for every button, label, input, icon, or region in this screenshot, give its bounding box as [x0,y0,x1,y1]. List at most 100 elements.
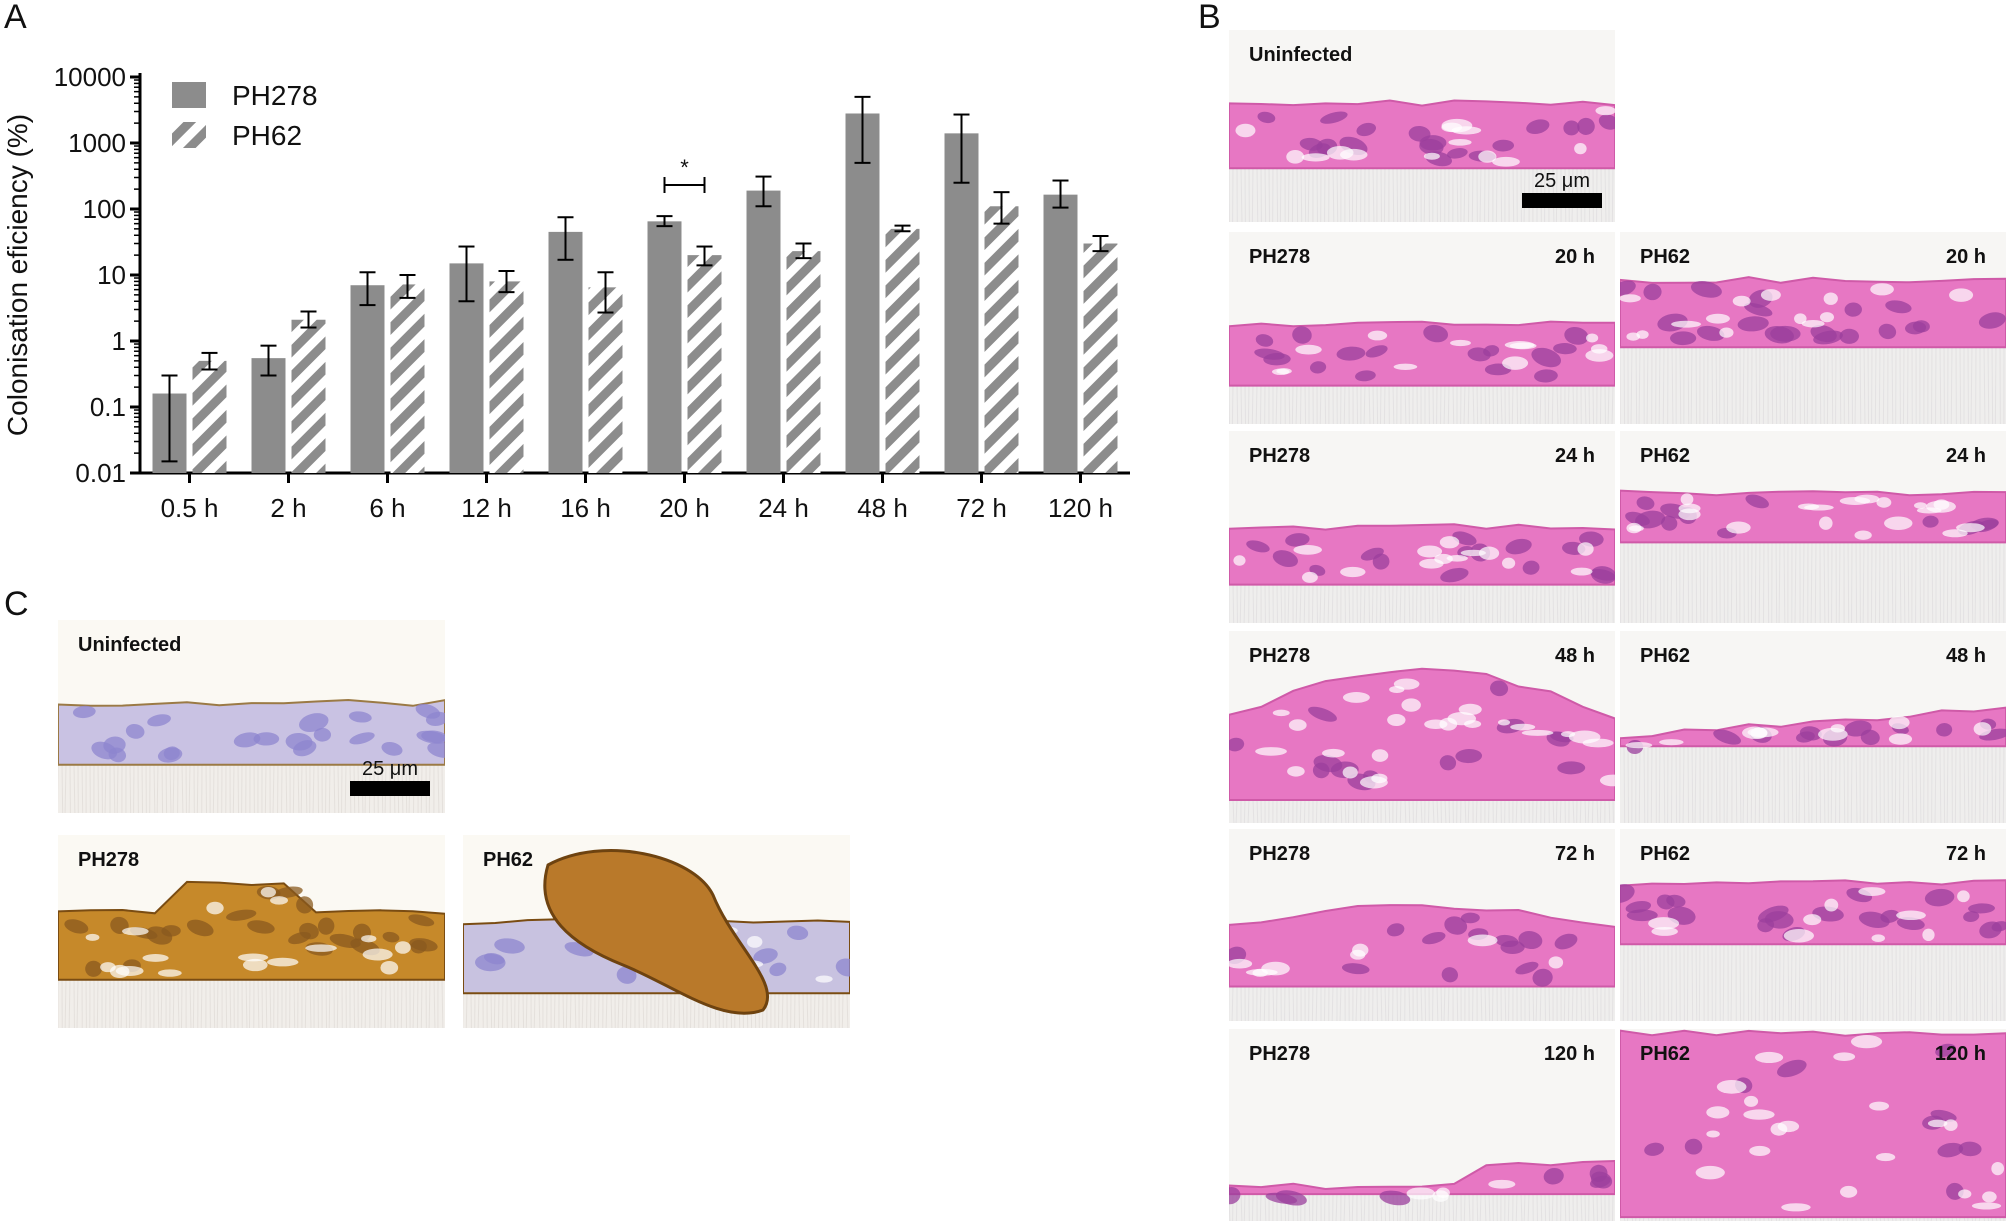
histology-tile-b: PH62 72 h [1620,829,2006,1021]
tile-label-strain: PH278 [1249,1043,1311,1065]
tile-label-strain: Uninfected [78,634,182,656]
x-tick-label: 0.5 h [161,493,219,523]
tile-label-strain: PH278 [1249,445,1311,467]
tile-label-time: 72 h [1945,843,1986,865]
scale-bar-c: 25 μm [350,758,430,796]
tile-label-strain: PH278 [1249,843,1311,865]
tile-label-time: 120 h [1543,1043,1595,1065]
tile-label-strain: PH278 [1249,645,1311,667]
bar-ph62 [885,228,920,473]
tile-label-time: 24 h [1554,445,1595,467]
bar-ph278 [548,231,583,473]
x-tick-label: 16 h [560,493,611,523]
tile-label-strain: PH62 [1640,246,1691,268]
x-tick-label: 6 h [369,493,405,523]
y-axis-label: Colonisation eficiency (%) [2,114,33,436]
bar-ph62 [291,319,326,473]
panel-b-letter: B [1198,0,1221,36]
x-tick-label: 2 h [270,493,306,523]
histology-tile-c: PH278 [58,835,445,1028]
x-tick-label: 20 h [659,493,710,523]
x-tick-label: 72 h [956,493,1007,523]
tile-label-strain: PH62 [1640,445,1691,467]
histology-tile-b: PH278 20 h [1229,232,1615,424]
histology-tile-c: PH62 [463,835,850,1028]
tissue-image [1620,232,2006,424]
bar-ph62 [786,251,821,473]
legend-label-ph62: PH62 [232,120,302,151]
tile-label-time: 20 h [1554,246,1595,268]
scale-bar-line [1522,193,1602,208]
y-tick-label: 0.01 [75,458,126,488]
tissue-image [1620,631,2006,823]
y-tick-label: 10000 [54,62,126,92]
significance-star: * [680,155,689,180]
bar-ph278 [746,190,781,473]
histology-tile-b: PH278 72 h [1229,829,1615,1021]
legend-swatch-ph278 [172,82,206,108]
histology-tile-b: Uninfected [1229,30,1615,222]
y-tick-label: 100 [83,194,126,224]
histology-tile-c: Uninfected [58,620,445,813]
tissue-image [1620,431,2006,623]
tile-label-time: 24 h [1945,445,1986,467]
x-tick-label: 24 h [758,493,809,523]
y-tick-label: 10 [97,260,126,290]
tissue-image [1229,631,1615,823]
y-tick-label: 1000 [68,128,126,158]
tissue-image [1229,431,1615,623]
tissue-image [1229,232,1615,424]
tissue-image [1229,829,1615,1021]
tile-label-time: 48 h [1554,645,1595,667]
bar-ph62 [1083,243,1118,473]
tissue-image [1620,1029,2006,1221]
bar-ph62 [984,206,1019,474]
scale-bar-b: 25 μm [1522,170,1602,208]
histology-tile-b: PH278 24 h [1229,431,1615,623]
tissue-image [1620,829,2006,1021]
stained-fungal-mass [543,849,770,1015]
bar-ph278 [1043,194,1078,473]
tile-label-time: 20 h [1945,246,1986,268]
x-tick-label: 48 h [857,493,908,523]
x-tick-label: 120 h [1048,493,1113,523]
histology-tile-b: PH62 24 h [1620,431,2006,623]
scale-bar-label: 25 μm [1534,170,1590,192]
y-tick-label: 0.1 [90,392,126,422]
tissue-image [58,835,445,1028]
tile-label-time: 72 h [1554,843,1595,865]
tissue-image [1229,1029,1615,1221]
scale-bar-label: 25 μm [362,758,418,780]
bar-ph278 [647,221,682,473]
bar-ph62 [687,255,722,473]
histology-tile-b: PH62 48 h [1620,631,2006,823]
histology-tile-b: PH278 48 h [1229,631,1615,823]
tile-label-time: 120 h [1934,1043,1986,1065]
tile-label-strain: PH62 [483,849,534,871]
tissue-image [58,620,445,813]
bar-ph278 [944,133,979,474]
tile-label-strain: PH62 [1640,843,1691,865]
y-tick-label: 1 [112,326,126,356]
tile-label-strain: PH278 [78,849,140,871]
tile-label-strain: PH278 [1249,246,1311,268]
legend-swatch-ph62 [172,122,206,148]
bar-ph278 [845,113,880,473]
bar-ph278 [251,358,286,473]
legend-label-ph278: PH278 [232,80,318,111]
scale-bar-line [350,781,430,796]
histology-tile-b: PH62 20 h [1620,232,2006,424]
histology-tile-b: PH62 120 h [1620,1029,2006,1221]
panel-c-letter: C [4,585,29,623]
bar-ph278 [350,285,385,473]
colonisation-bar-chart: 0.01 0.1 1 10 100 1000 10000 Colonisation efici… [2,62,1130,523]
bar-ph62 [588,287,623,473]
tile-label-time: 48 h [1945,645,1986,667]
tile-label-strain: PH62 [1640,645,1691,667]
x-tick-label: 12 h [461,493,512,523]
panel-a-letter: A [4,0,27,36]
bar-ph62 [390,284,425,473]
bar-ph62 [192,360,227,473]
tissue-image [463,835,850,1028]
histology-tile-b: PH278 120 h [1229,1029,1615,1221]
